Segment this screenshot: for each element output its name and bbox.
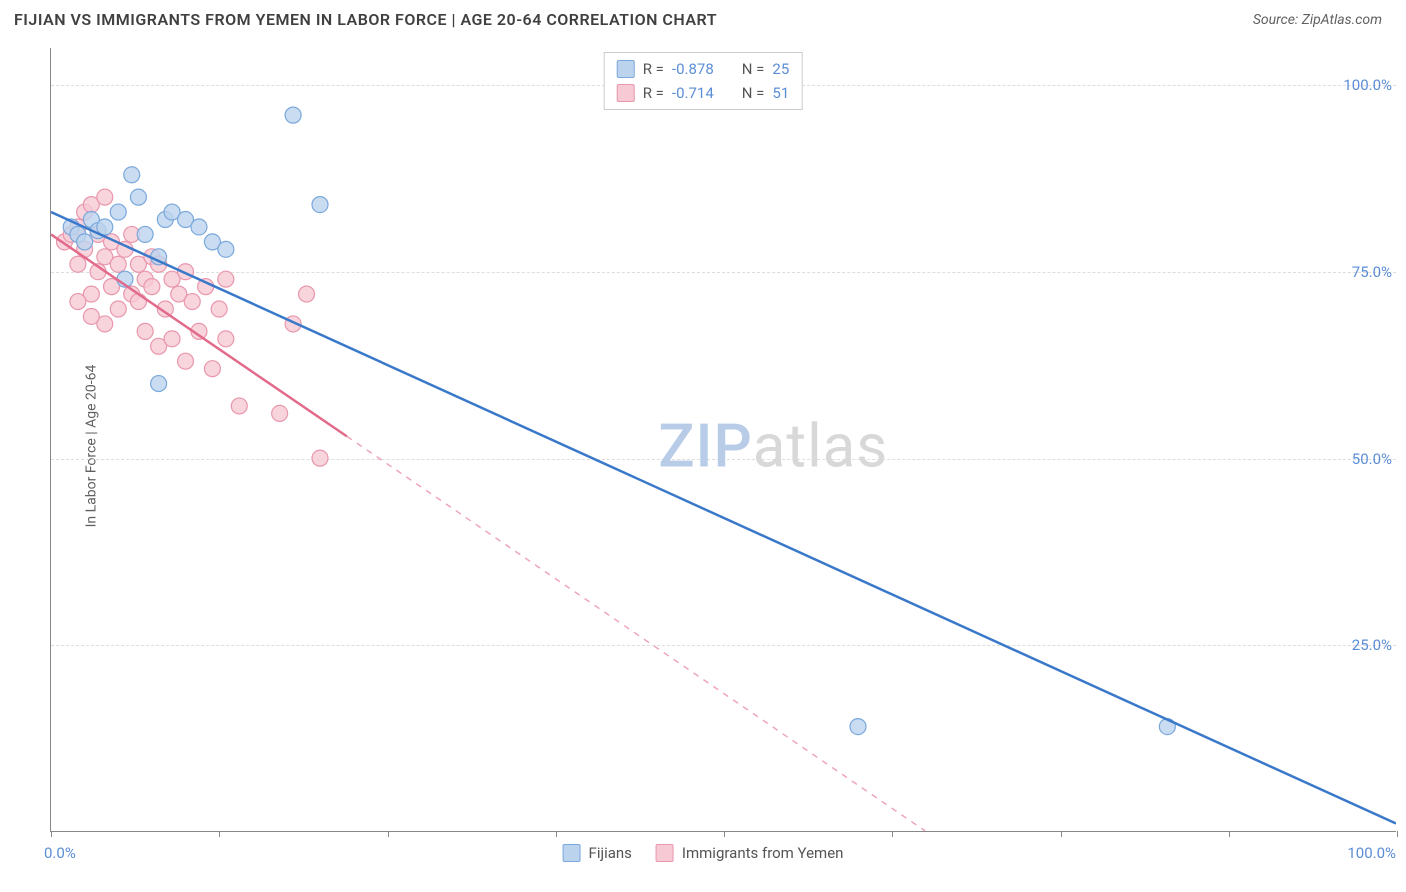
n-value: 25 xyxy=(772,57,789,81)
scatter-plot-svg xyxy=(51,48,1396,831)
yemen-point xyxy=(178,353,194,369)
legend-series-item: Immigrants from Yemen xyxy=(656,844,844,862)
legend-stats-row: R = -0.878 N = 25 xyxy=(617,57,790,81)
yemen-point xyxy=(97,189,113,205)
legend-swatch xyxy=(617,60,635,78)
fijians-point xyxy=(285,107,301,123)
fijians-point xyxy=(110,204,126,220)
yemen-point xyxy=(137,323,153,339)
yemen-point xyxy=(144,279,160,295)
x-max-label: 100.0% xyxy=(1347,844,1396,862)
fijians-point xyxy=(191,219,207,235)
plot-area xyxy=(50,48,1396,832)
legend-series-item: Fijians xyxy=(563,844,632,862)
yemen-point xyxy=(83,308,99,324)
fijians-point xyxy=(130,189,146,205)
x-tick-mark xyxy=(1397,831,1398,837)
yemen-trend-solid xyxy=(51,234,347,436)
source-attribution: Source: ZipAtlas.com xyxy=(1253,12,1382,28)
fijians-point xyxy=(137,226,153,242)
x-tick-mark xyxy=(388,831,389,837)
legend-swatch xyxy=(563,844,581,862)
legend-swatch xyxy=(656,844,674,862)
chart-header: FIJIAN VS IMMIGRANTS FROM YEMEN IN LABOR… xyxy=(0,0,1406,29)
yemen-point xyxy=(231,398,247,414)
yemen-point xyxy=(70,256,86,272)
r-value: -0.714 xyxy=(672,81,714,105)
fijians-point xyxy=(312,197,328,213)
yemen-point xyxy=(130,294,146,310)
legend-series-label: Immigrants from Yemen xyxy=(682,844,844,862)
yemen-point xyxy=(312,450,328,466)
fijians-point xyxy=(124,167,140,183)
x-tick-mark xyxy=(51,831,52,837)
yemen-trend-dashed xyxy=(347,436,925,831)
x-tick-mark xyxy=(556,831,557,837)
legend-stats-row: R = -0.714 N = 51 xyxy=(617,81,790,105)
n-value: 51 xyxy=(772,81,789,105)
r-label: R = xyxy=(643,57,664,81)
r-value: -0.878 xyxy=(672,57,714,81)
r-label: R = xyxy=(643,81,664,105)
fijians-point xyxy=(850,719,866,735)
x-tick-mark xyxy=(892,831,893,837)
fijians-point xyxy=(77,234,93,250)
yemen-point xyxy=(299,286,315,302)
yemen-point xyxy=(110,256,126,272)
yemen-point xyxy=(211,301,227,317)
yemen-point xyxy=(110,301,126,317)
n-label: N = xyxy=(742,57,765,81)
x-tick-mark xyxy=(219,831,220,837)
yemen-point xyxy=(164,331,180,347)
n-label: N = xyxy=(742,81,765,105)
yemen-point xyxy=(70,294,86,310)
fijians-point xyxy=(151,376,167,392)
yemen-point xyxy=(272,405,288,421)
fijians-point xyxy=(97,219,113,235)
legend-stats-box: R = -0.878 N = 25 R = -0.714 N = 51 xyxy=(604,52,803,110)
yemen-point xyxy=(218,271,234,287)
x-tick-mark xyxy=(724,831,725,837)
legend-series: Fijians Immigrants from Yemen xyxy=(563,844,844,862)
yemen-point xyxy=(218,331,234,347)
x-tick-mark xyxy=(1229,831,1230,837)
yemen-point xyxy=(184,294,200,310)
x-tick-mark xyxy=(1061,831,1062,837)
x-origin-label: 0.0% xyxy=(44,844,76,862)
legend-swatch xyxy=(617,84,635,102)
chart-title: FIJIAN VS IMMIGRANTS FROM YEMEN IN LABOR… xyxy=(14,10,717,29)
legend-series-label: Fijians xyxy=(589,844,632,862)
fijians-trend-line xyxy=(51,212,1396,823)
yemen-point xyxy=(204,361,220,377)
fijians-point xyxy=(218,241,234,257)
